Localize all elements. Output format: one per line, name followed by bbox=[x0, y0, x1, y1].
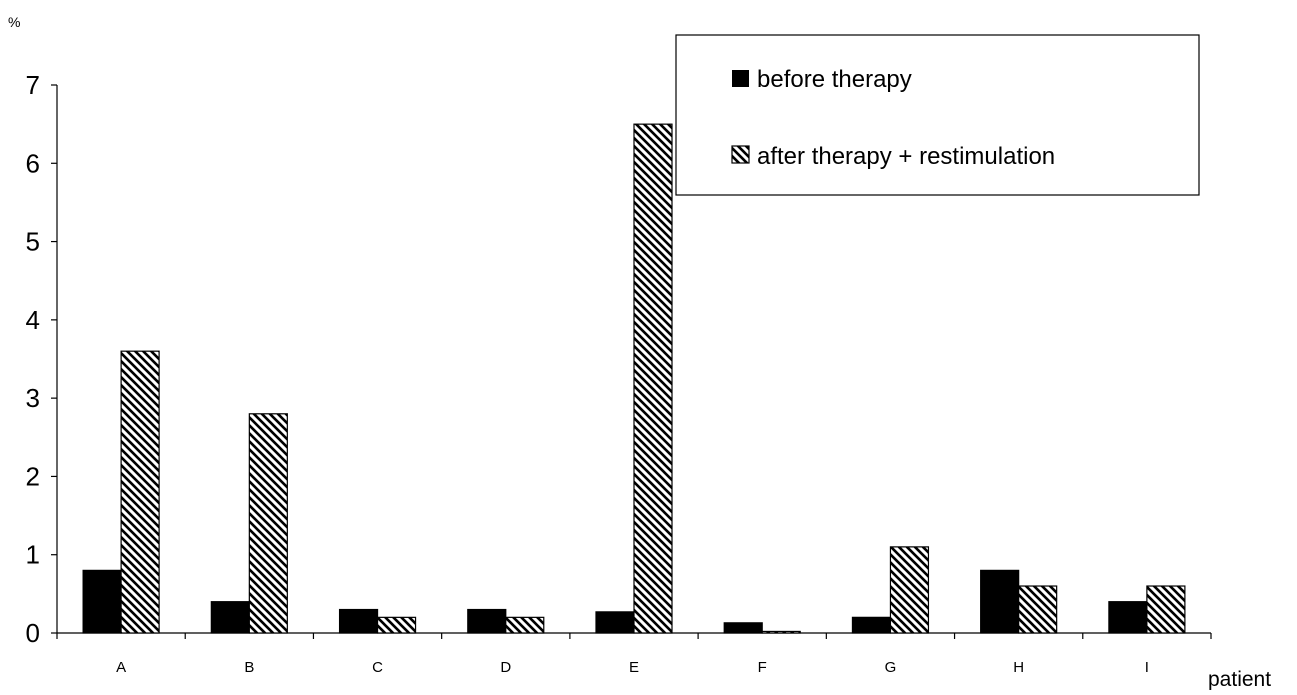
bar-before-therapy-A bbox=[82, 569, 122, 634]
x-tick-label-E: E bbox=[629, 659, 639, 676]
y-axis: 0 1 2 3 4 5 6 7 bbox=[26, 70, 58, 648]
x-tick-label-I: I bbox=[1145, 659, 1149, 676]
x-tick-label-D: D bbox=[500, 659, 511, 676]
bar-before-therapy-E bbox=[595, 611, 635, 634]
bar-after-therapy-F bbox=[761, 630, 801, 634]
legend-box bbox=[675, 34, 1200, 196]
y-axis-label: % bbox=[8, 14, 20, 30]
bar-before-therapy-B bbox=[210, 601, 250, 634]
bar-after-therapy-B bbox=[248, 413, 288, 634]
bar-after-therapy-H bbox=[1018, 585, 1058, 634]
bar-before-therapy-G bbox=[851, 616, 892, 634]
x-tick-label-B: B bbox=[244, 659, 254, 676]
bar-before-therapy-H bbox=[980, 569, 1020, 634]
bar-after-therapy-D bbox=[505, 616, 545, 634]
y-tick-label: 2 bbox=[26, 461, 40, 491]
bar-before-therapy-D bbox=[467, 608, 507, 634]
legend-swatch-after-therapy bbox=[731, 145, 750, 164]
y-tick-label: 4 bbox=[26, 305, 40, 335]
y-tick-label: 0 bbox=[26, 618, 40, 648]
x-tick-label-G: G bbox=[885, 659, 897, 676]
bar-after-therapy-C bbox=[376, 616, 417, 634]
x-tick-label-A: A bbox=[116, 659, 126, 676]
bar-after-therapy-A bbox=[120, 350, 160, 634]
legend-label-after-therapy: after therapy + restimulation bbox=[757, 143, 1055, 170]
legend: before therapy after therapy + restimula… bbox=[675, 34, 1200, 196]
y-tick-label: 1 bbox=[26, 540, 40, 570]
x-tick-label-H: H bbox=[1013, 659, 1024, 676]
bar-before-therapy-C bbox=[338, 608, 379, 634]
bar-after-therapy-I bbox=[1146, 585, 1186, 634]
legend-swatch-before-therapy bbox=[732, 70, 749, 87]
legend-label-before-therapy: before therapy bbox=[757, 66, 912, 93]
y-tick-label: 3 bbox=[26, 383, 40, 413]
bar-after-therapy-G bbox=[889, 546, 930, 634]
x-tick-label-F: F bbox=[758, 659, 767, 676]
y-tick-label: 6 bbox=[26, 148, 40, 178]
y-tick-label: 7 bbox=[26, 70, 40, 100]
bar-after-therapy-E bbox=[633, 123, 673, 634]
x-axis-label: patient bbox=[1208, 668, 1271, 690]
x-axis: A B C D E F G H I bbox=[56, 632, 1212, 676]
y-tick-label: 5 bbox=[26, 227, 40, 257]
bar-before-therapy-F bbox=[723, 622, 763, 634]
bars bbox=[82, 123, 1186, 634]
bar-before-therapy-I bbox=[1108, 601, 1148, 634]
x-tick-label-C: C bbox=[372, 659, 383, 676]
